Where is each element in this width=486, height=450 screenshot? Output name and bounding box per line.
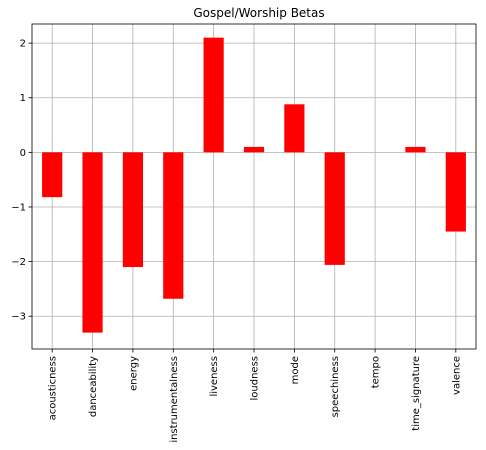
x-tick-label: energy xyxy=(128,356,139,391)
chart-title: Gospel/Worship Betas xyxy=(193,6,324,20)
bar-time-signature xyxy=(405,146,426,153)
x-tick-label: danceability xyxy=(88,356,99,417)
x-tick-label: loudness xyxy=(250,356,261,401)
bar-mode xyxy=(284,104,305,153)
plot-frame xyxy=(31,23,477,350)
bar-layer xyxy=(42,37,466,333)
x-tick-label: mode xyxy=(290,356,301,384)
y-tick-label: 2 xyxy=(20,39,26,50)
y-tick-label: −3 xyxy=(11,312,26,323)
bar-instrumentalness xyxy=(163,152,184,299)
bar-liveness xyxy=(203,37,224,153)
bar-danceability xyxy=(82,152,103,333)
y-tick-label: −2 xyxy=(11,257,26,268)
bar-acousticness xyxy=(42,152,63,198)
x-tick-label: speechiness xyxy=(330,356,341,417)
y-tick-label: 1 xyxy=(20,93,26,104)
bar-valence xyxy=(445,152,466,232)
y-tick-label: −1 xyxy=(11,202,26,213)
x-tick-label: valence xyxy=(451,356,462,395)
x-tick-label: time_signature xyxy=(411,356,422,431)
x-tick-label: instrumentalness xyxy=(169,356,180,443)
x-tick-label: acousticness xyxy=(48,356,59,420)
axis-layer: −3 −2 −1 0 1 2 acousticness danceability energy i… xyxy=(11,23,477,443)
y-tick-label: 0 xyxy=(20,148,26,159)
bar-speechiness xyxy=(324,152,345,265)
bar-energy xyxy=(122,152,143,268)
bar-loudness xyxy=(243,146,265,153)
x-tick-label: tempo xyxy=(371,356,382,388)
x-tick-label: liveness xyxy=(209,356,220,397)
